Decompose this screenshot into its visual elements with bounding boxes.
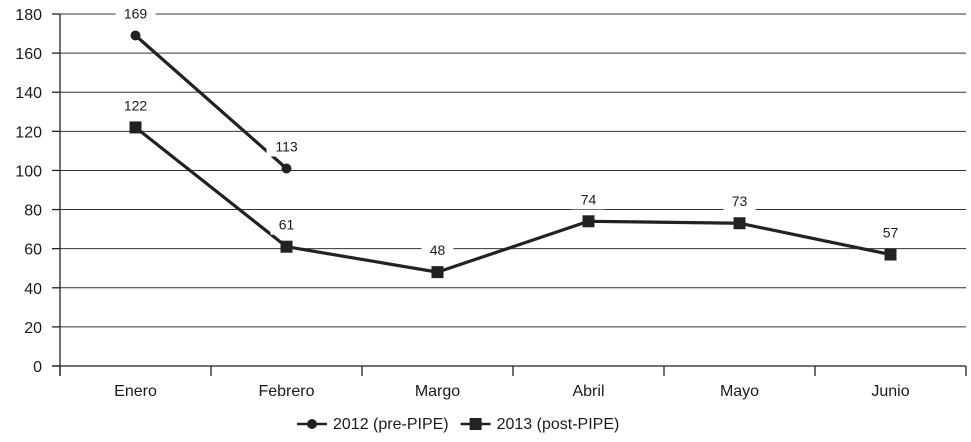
data-point — [582, 215, 595, 228]
data-label: 57 — [883, 225, 899, 241]
data-point — [281, 163, 292, 174]
axes — [52, 14, 966, 376]
series-line — [134, 34, 288, 170]
legend-marker — [469, 418, 482, 430]
legend-marker — [307, 419, 317, 429]
y-tick-label: 160 — [15, 46, 42, 63]
legend: 2012 (pre-PIPE) 2013 (post-PIPE) — [297, 416, 619, 433]
data-label: 113 — [275, 138, 298, 154]
data-label-bg — [421, 242, 454, 261]
y-tick-label: 0 — [33, 359, 42, 376]
data-label: 74 — [581, 191, 597, 207]
data-label-bg — [723, 193, 756, 212]
data-label-bg — [874, 224, 907, 243]
data-label-bg — [266, 138, 307, 157]
data-point — [280, 240, 293, 253]
x-axis-ticks: Enero Febrero Margo Abril Mayo Junio — [59, 366, 967, 400]
x-tick-label: Mayo — [720, 383, 759, 400]
y-tick-label: 120 — [15, 124, 42, 141]
y-tick-label: 180 — [15, 7, 42, 24]
y-tick-label: 40 — [24, 281, 42, 298]
data-point — [884, 248, 897, 261]
y-tick-label: 80 — [24, 203, 42, 220]
y-tick-label: 60 — [24, 242, 42, 259]
data-point — [431, 266, 444, 279]
data-label: 48 — [430, 242, 446, 258]
x-tick-label: Enero — [114, 383, 157, 400]
series-group — [129, 30, 897, 279]
series-line — [134, 126, 891, 274]
x-tick-label: Junio — [871, 383, 909, 400]
gridlines — [60, 13, 966, 328]
x-tick-label: Abril — [572, 383, 604, 400]
data-point — [733, 217, 746, 230]
data-label: 73 — [732, 193, 748, 209]
x-tick-label: Margo — [415, 383, 460, 400]
data-label-bg — [115, 97, 156, 116]
data-label-bg — [572, 191, 605, 210]
data-labels: 169 113 122 61 48 74 73 57 — [115, 5, 907, 261]
y-tick-label: 20 — [24, 320, 42, 337]
legend-label: 2013 (post-PIPE) — [497, 416, 620, 433]
data-label: 61 — [279, 217, 295, 233]
y-axis-ticks: 0 20 40 60 80 100 120 140 160 180 — [15, 7, 60, 376]
data-label: 122 — [124, 97, 148, 113]
data-label-bg — [270, 216, 303, 235]
data-label-bg — [115, 5, 156, 24]
y-tick-label: 100 — [15, 163, 42, 180]
data-label: 169 — [124, 6, 148, 22]
data-point — [130, 30, 141, 41]
data-point — [129, 121, 142, 134]
y-tick-label: 140 — [15, 85, 42, 102]
legend-label: 2012 (pre-PIPE) — [333, 416, 449, 433]
x-tick-label: Febrero — [258, 383, 314, 400]
